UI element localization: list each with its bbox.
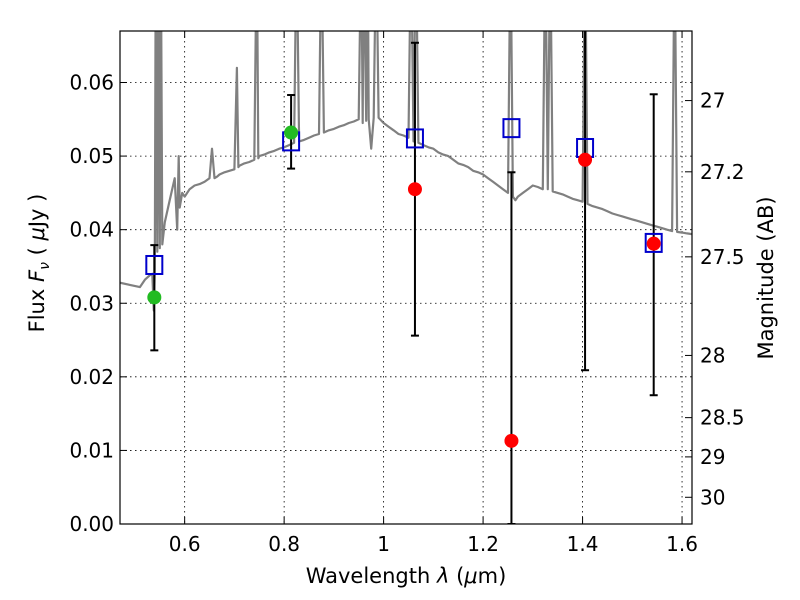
detection-point: [147, 290, 162, 305]
x-axis-title: Wavelength λ (μm): [306, 564, 507, 588]
plot-frame: [119, 30, 693, 525]
data-layer: [120, 31, 692, 524]
y2-tick-label: 28: [700, 343, 725, 367]
measurement-point: [578, 152, 593, 167]
y-tick-label: 0.00: [69, 512, 114, 536]
y-tick-label: 0.03: [69, 291, 114, 315]
y-axis-title: Flux Fν ( μJy ): [25, 194, 53, 333]
errorbar: [507, 171, 516, 524]
y-tick-label: 0.05: [69, 144, 114, 168]
model-photometry-box: [405, 128, 424, 149]
y-tick-label: 0.04: [69, 218, 114, 242]
x-tick-label: 1.4: [567, 532, 599, 556]
y2-tick-label: 29: [700, 445, 725, 469]
y2-axis-title: Magnitude (AB): [754, 196, 778, 359]
model-photometry-box: [502, 118, 521, 139]
x-tick-label: 0.6: [169, 532, 201, 556]
x-tick-label: 0.8: [268, 532, 300, 556]
y2-tick-label: 27: [700, 89, 725, 113]
y2-tick-label: 30: [700, 485, 725, 509]
model-photometry-box: [644, 232, 663, 253]
y2-tick-label: 28.5: [700, 406, 745, 430]
measurement-point: [646, 236, 661, 251]
template-spectrum: [120, 31, 692, 312]
y-tick-label: 0.02: [69, 365, 114, 389]
model-photometry-box: [145, 254, 164, 275]
y-tick-label: 0.01: [69, 438, 114, 462]
y2-tick-label: 27.5: [700, 245, 745, 269]
detection-point: [284, 125, 299, 140]
grid-layer: [120, 31, 692, 524]
x-tick-label: 1.6: [666, 532, 698, 556]
y2-tick-label: 27.2: [700, 160, 745, 184]
x-tick-label: 1.2: [467, 532, 499, 556]
tick-layer: 0.6 0.8 1 1.2 1.4 1.6 0.00 0.01 0.02 0.03 0.04 0.05…: [69, 31, 745, 556]
x-tick-label: 1: [377, 532, 390, 556]
y-tick-label: 0.06: [69, 71, 114, 95]
measurement-point: [407, 182, 422, 197]
measurement-point: [504, 433, 519, 448]
